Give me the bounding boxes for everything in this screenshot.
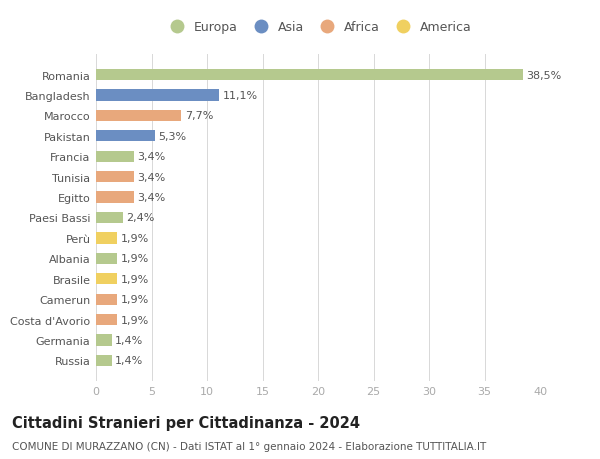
Text: 3,4%: 3,4% [137,193,166,203]
Text: 7,7%: 7,7% [185,111,213,121]
Bar [96,131,155,142]
Bar [96,90,219,101]
Legend: Europa, Asia, Africa, America: Europa, Asia, Africa, America [161,19,475,37]
Bar [96,253,117,264]
Text: 5,3%: 5,3% [158,132,186,141]
Text: 3,4%: 3,4% [137,152,166,162]
Text: 3,4%: 3,4% [137,172,166,182]
Bar [96,151,134,162]
Text: 1,4%: 1,4% [115,356,143,365]
Text: 1,9%: 1,9% [121,233,149,243]
Text: COMUNE DI MURAZZANO (CN) - Dati ISTAT al 1° gennaio 2024 - Elaborazione TUTTITAL: COMUNE DI MURAZZANO (CN) - Dati ISTAT al… [12,441,486,451]
Text: 1,9%: 1,9% [121,315,149,325]
Text: Cittadini Stranieri per Cittadinanza - 2024: Cittadini Stranieri per Cittadinanza - 2… [12,415,360,431]
Bar [96,274,117,285]
Text: 38,5%: 38,5% [527,71,562,80]
Bar [96,335,112,346]
Text: 11,1%: 11,1% [223,91,257,101]
Bar [96,192,134,203]
Text: 1,9%: 1,9% [121,274,149,284]
Bar [96,70,523,81]
Bar [96,355,112,366]
Bar [96,233,117,244]
Text: 1,9%: 1,9% [121,295,149,304]
Text: 2,4%: 2,4% [126,213,154,223]
Bar [96,213,122,224]
Bar [96,111,181,122]
Bar [96,172,134,183]
Text: 1,9%: 1,9% [121,254,149,264]
Text: 1,4%: 1,4% [115,335,143,345]
Bar [96,314,117,325]
Bar [96,294,117,305]
